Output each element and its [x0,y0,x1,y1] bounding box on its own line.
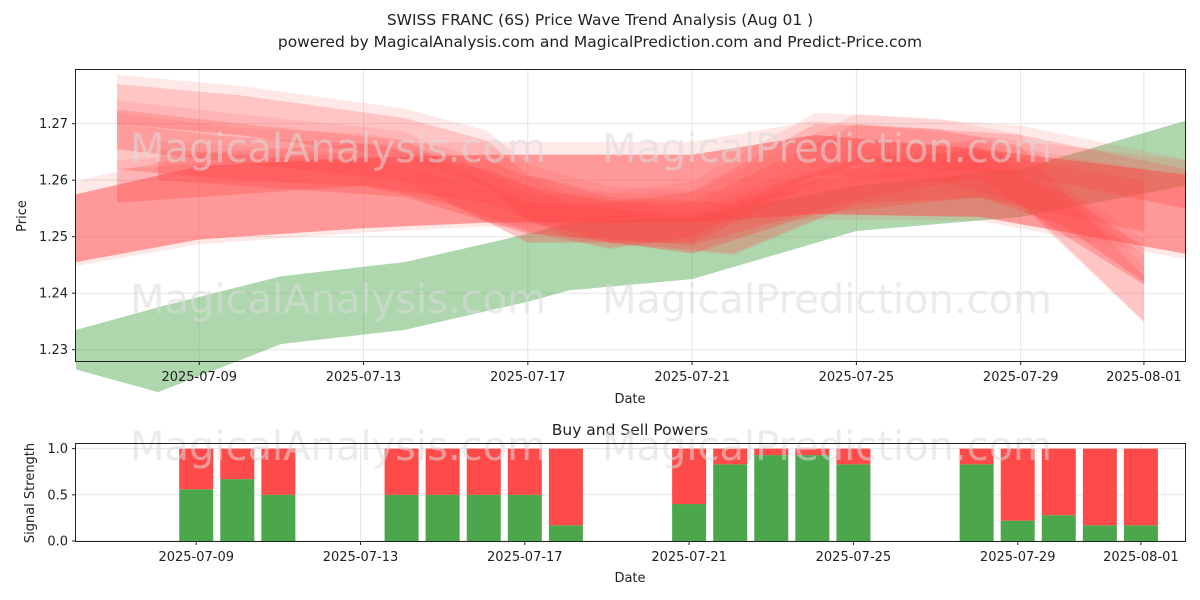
price-plot-frame [75,69,1186,362]
price-chart: MagicalAnalysis.com MagicalPrediction.co… [15,69,1186,407]
chart-title: SWISS FRANC (6S) Price Wave Trend Analys… [387,11,813,29]
sell-power-bar [466,448,501,495]
price-y-tick-label: 1.27 [39,117,68,132]
watermark-prediction: MagicalPrediction.com [602,277,1052,323]
signal-y-axis-label: Signal Strength [23,443,38,543]
buy-power-bar [754,455,789,541]
sell-power-bar [220,448,255,480]
buy-power-bar [261,494,296,541]
signal-plot-frame [75,443,1186,542]
chart-subtitle: powered by MagicalAnalysis.com and Magic… [278,33,922,51]
sell-power-bar [1082,448,1117,526]
sell-power-bar [261,448,296,495]
price-y-axis-label: Price [15,200,30,232]
signal-chart: Buy and Sell Powers MagicalAnalysis.com … [23,421,1186,586]
signal-x-tick-label: 2025-07-21 [651,550,727,565]
buy-power-bar [507,494,542,541]
price-x-tick-label: 2025-07-17 [490,370,566,385]
red-wave-band [117,109,1186,243]
sell-power-bar [836,448,871,465]
sell-power-bar [672,448,707,505]
price-bands [76,74,1186,393]
buy-power-bar [466,494,501,541]
sell-power-bar [959,448,994,465]
red-wave-band-halo [117,100,1186,243]
buy-power-bar [836,464,871,541]
buy-power-bar [179,489,214,541]
buy-power-bar [1000,520,1035,541]
watermark-analysis: MagicalAnalysis.com [130,277,546,323]
price-watermarks: MagicalAnalysis.com MagicalPrediction.co… [130,126,1052,323]
signal-x-tick-label: 2025-07-09 [158,550,234,565]
signal-axis-ticks: 2025-07-09 2025-07-13 2025-07-17 2025-07-21… [47,442,1178,565]
buy-power-bar [548,525,583,541]
price-axis-ticks: 2025-07-09 2025-07-13 2025-07-17 2025-07-21… [39,117,1182,385]
signal-y-tick-label: 0.5 [47,488,68,503]
red-wave-band-halo [158,137,1144,285]
price-x-tick-label: 2025-07-29 [983,370,1059,385]
watermark-prediction: MagicalPrediction.com [602,126,1052,172]
price-y-tick-label: 1.23 [39,343,68,358]
signal-x-tick-label: 2025-07-25 [816,550,892,565]
red-wave-band-halo [117,143,1144,282]
buy-power-bar [795,455,830,541]
signal-x-tick-label: 2025-07-13 [323,550,399,565]
red-wave-band [76,135,1185,263]
buy-power-bar [425,494,460,541]
red-wave-band [158,146,1144,285]
price-y-tick-label: 1.26 [39,174,68,189]
signal-bars [179,448,1158,541]
red-wave-band [117,151,1144,282]
sell-power-bar [795,448,830,456]
buy-power-bar [672,504,707,541]
buy-power-bar [384,494,419,541]
red-wave-band [117,84,1144,254]
signal-x-axis-label: Date [614,571,645,586]
sell-power-bar [1123,448,1158,526]
price-x-tick-label: 2025-07-13 [326,370,402,385]
sell-power-bar [548,448,583,526]
red-wave-band [117,123,1144,322]
watermark-analysis: MagicalAnalysis.com [130,126,546,172]
signal-x-tick-label: 2025-07-17 [487,550,563,565]
sell-power-bar [713,448,748,465]
buy-power-bar [1082,525,1117,541]
price-y-tick-label: 1.25 [39,230,68,245]
price-x-tick-label: 2025-08-01 [1106,370,1182,385]
buy-power-bar [959,464,994,541]
red-wave-band-halo [117,112,1144,323]
price-x-axis-label: Date [614,392,645,407]
sell-power-bar [754,448,789,456]
buy-power-bar [220,479,255,541]
buy-power-bar [713,464,748,541]
watermark-analysis: MagicalAnalysis.com [130,424,546,470]
buy-power-bar [1123,525,1158,541]
sell-power-bar [384,448,419,495]
sell-power-bar [507,448,542,495]
sell-power-bar [425,448,460,495]
price-x-tick-label: 2025-07-25 [819,370,895,385]
sell-power-bar [1041,448,1076,516]
signal-x-tick-label: 2025-08-01 [1103,550,1179,565]
price-x-tick-label: 2025-07-21 [654,370,730,385]
price-y-tick-label: 1.24 [39,287,68,302]
red-wave-band-halo [117,74,1144,256]
signal-y-tick-label: 0.0 [47,535,68,550]
watermark-prediction: MagicalPrediction.com [602,424,1052,470]
price-x-tick-label: 2025-07-09 [161,370,237,385]
signal-x-tick-label: 2025-07-29 [980,550,1056,565]
sell-power-bar [179,448,214,490]
signal-chart-title: Buy and Sell Powers [552,421,709,439]
signal-watermarks: MagicalAnalysis.com MagicalPrediction.co… [130,424,1052,470]
sell-power-bar [1000,448,1035,521]
buy-power-bar [1041,515,1076,541]
signal-y-tick-label: 1.0 [47,442,68,457]
